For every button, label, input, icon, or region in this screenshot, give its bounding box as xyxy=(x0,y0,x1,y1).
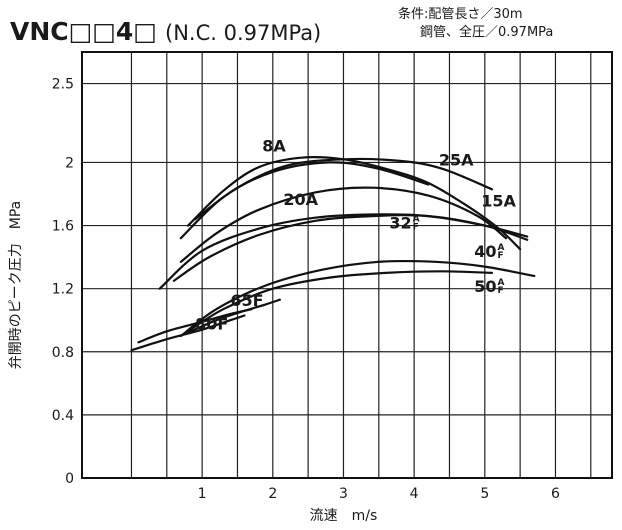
conditions-line-2: 鋼管、全圧／0.97MPa xyxy=(420,24,553,40)
y-tick-label: 1.2 xyxy=(52,282,74,298)
series-label-text: 32 xyxy=(389,214,411,233)
x-tick-label: 3 xyxy=(339,486,348,502)
series-line-80f xyxy=(130,314,246,352)
series-label-sup: A xyxy=(497,278,504,288)
data-curves xyxy=(130,156,536,352)
series-line-15a xyxy=(179,161,430,240)
series-label-text: 15A xyxy=(481,192,516,211)
series-line-20a xyxy=(179,186,508,263)
y-tick-label: 0.8 xyxy=(52,345,74,361)
x-tick-label: 5 xyxy=(480,486,489,502)
x-axis-label: 流速 m/s xyxy=(310,508,378,524)
series-label-text: 80F xyxy=(195,315,228,334)
conditions-line-1: 条件:配管長さ／30m xyxy=(398,6,523,22)
series-label-text: 40 xyxy=(474,242,496,261)
y-tick-label: 2 xyxy=(65,155,74,171)
series-label-sup: A xyxy=(413,215,420,225)
x-tick-label: 1 xyxy=(198,486,207,502)
series-label-text: 8A xyxy=(262,136,286,155)
series-label-text: 65F xyxy=(230,291,263,310)
series-label-sup: F xyxy=(413,223,419,233)
chart-title: VNC□□4□ xyxy=(10,17,157,46)
series-label-text: 50 xyxy=(474,277,496,296)
x-tick-label: 6 xyxy=(551,486,560,502)
series-line-50a xyxy=(186,270,493,333)
y-tick-label: 0.4 xyxy=(52,408,74,424)
y-axis-label: 弁開時のピーク圧力 MPa xyxy=(8,201,24,369)
plot-frame xyxy=(81,51,613,479)
y-tick-label: 1.6 xyxy=(52,219,74,235)
x-tick-label: 2 xyxy=(268,486,277,502)
y-tick-label: 2.5 xyxy=(52,77,74,93)
series-label-sup: A xyxy=(497,243,504,253)
series-line-8a xyxy=(186,156,522,251)
series-line-unlabeled-10 xyxy=(137,308,253,344)
series-label-sup: F xyxy=(497,286,503,296)
x-tick-label: 4 xyxy=(410,486,419,502)
series-line-40a xyxy=(172,214,529,282)
series-label-text: 20A xyxy=(283,190,318,209)
y-tick-label: 0 xyxy=(65,471,74,487)
series-label-sup: F xyxy=(497,251,503,261)
series-label-text: 25A xyxy=(439,151,474,170)
chart-title-condition: (N.C. 0.97MPa) xyxy=(165,21,321,45)
axis-ticks: 1 2 3 4 5 6 0 0.4 0.8 1.2 1.6 2 2.5 xyxy=(52,77,560,502)
series-line-50a xyxy=(179,259,536,338)
